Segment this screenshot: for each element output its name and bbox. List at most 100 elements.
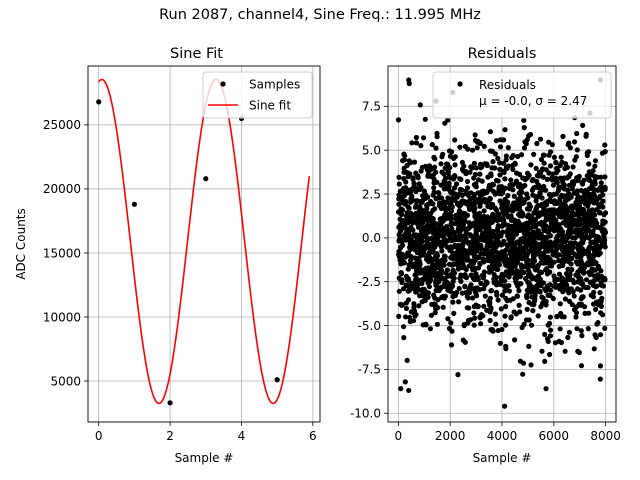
sample-point [131,201,137,207]
residual-point [487,317,493,324]
residual-point [401,259,407,266]
residual-point [456,299,462,305]
residual-point [411,301,417,307]
residual-point [399,279,405,286]
residual-point [533,198,539,204]
residuals-xtick-label: 2000 [435,429,466,443]
residual-point [411,244,417,250]
residual-point [395,209,402,215]
residual-point [448,216,454,222]
residual-point [560,179,566,185]
residual-point [583,187,589,194]
residual-point [447,237,453,243]
residual-point [586,169,592,175]
sine-fit-ytick-label: 10000 [43,310,81,324]
residual-point [499,292,505,298]
residual-point [425,280,431,286]
sine-fit-ytick-label: 20000 [43,182,81,196]
residual-point [485,225,491,231]
residual-point [543,298,549,305]
residual-point [416,303,422,309]
residual-point [564,175,570,181]
residual-point [597,376,603,382]
residual-point [571,190,577,196]
residual-point [398,386,404,392]
residual-point [478,321,484,327]
residual-point [445,195,451,201]
residual-point [547,191,553,197]
residual-point [481,273,487,279]
residual-point [452,154,458,160]
residual-point [493,255,499,262]
residual-point [417,267,423,273]
residual-point [505,145,511,151]
residual-point [421,267,427,273]
residual-point [445,316,451,322]
residual-point [497,251,503,257]
residual-point [576,227,582,233]
residual-point [398,271,405,277]
residual-point [463,231,469,237]
residual-point [522,182,528,189]
residual-point [474,276,480,282]
sine-fit-xtick-label: 4 [238,429,246,443]
residual-point [434,130,440,137]
residual-point [516,212,522,218]
residual-point [537,190,543,196]
residual-point [538,304,544,310]
residual-point [514,260,520,266]
residual-point [494,292,500,298]
residual-point [416,181,422,187]
residual-point [500,222,506,228]
residual-point [488,173,494,179]
residual-point [577,195,583,201]
residual-point [410,197,416,203]
residual-point [406,262,412,268]
residual-point [425,217,431,224]
residual-point [438,182,444,188]
residual-point [553,159,559,166]
residual-point [536,221,542,227]
residual-point [480,234,486,240]
residual-point [534,282,541,288]
residual-point [555,224,561,230]
residual-point [592,193,598,199]
residual-point [458,278,464,284]
residual-point [446,261,453,267]
residual-point [500,257,506,263]
residual-point [447,165,453,171]
residual-point [434,321,440,327]
residual-point [565,234,571,240]
residual-point [490,188,496,194]
residual-point [474,145,480,151]
residual-point [431,185,437,191]
residual-point [461,163,467,169]
residual-point [575,286,581,292]
residuals-xtick-label: 8000 [590,429,621,443]
residual-point [466,203,472,209]
residual-point [464,213,470,219]
residual-point [530,176,536,183]
residual-point [473,165,479,171]
residual-point [472,286,478,292]
sine-fit-title: Sine Fit [170,46,223,62]
residual-point [510,166,516,172]
residual-point [502,176,508,182]
residual-point [427,326,433,332]
residual-point [521,117,527,123]
residual-point [471,191,477,198]
residual-point [440,304,446,310]
sine-fit-legend-box [202,71,313,119]
residual-point [476,254,482,261]
residual-point [458,176,464,183]
residual-point [557,326,563,332]
residual-point [505,193,511,199]
residual-point [441,178,447,184]
residual-point [430,269,436,275]
residual-point [433,169,439,175]
residual-point [568,267,574,273]
residual-point [560,133,566,140]
residual-point [473,227,479,233]
residual-point [485,203,491,209]
residual-point [399,255,405,261]
